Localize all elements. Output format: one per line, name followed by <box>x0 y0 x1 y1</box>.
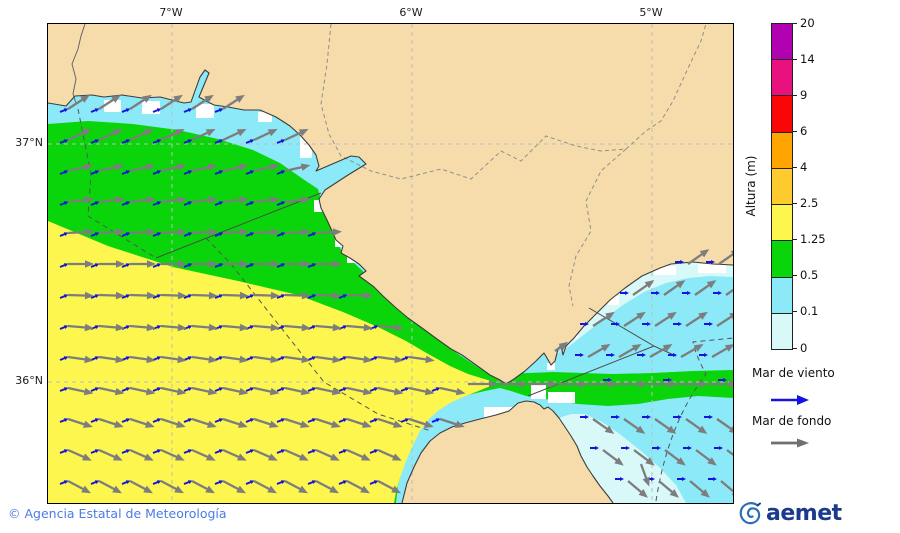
map-frame <box>47 23 734 504</box>
colorbar-segment <box>772 131 792 168</box>
colorbar-tickmark <box>792 347 797 349</box>
colorbar-tick-label: 2.5 <box>800 196 819 211</box>
colorbar-tickmark <box>792 203 797 205</box>
colorbar-tick-label: 0.5 <box>800 268 819 283</box>
legend-swell-label: Mar de fondo <box>752 414 832 428</box>
colorbar-segment <box>772 204 792 241</box>
province-boundaries <box>320 24 707 307</box>
colorbar-tick-label: 14 <box>800 51 815 66</box>
no-data-cell <box>484 407 514 417</box>
latitude-label-36n: 36°N <box>15 374 43 387</box>
colorbar-ticks: 20 14 9 6 4 2.5 1.25 0.5 0.1 0 <box>771 16 831 355</box>
maritime-boundaries-solid <box>155 192 677 397</box>
colorbar-segment <box>772 95 792 132</box>
colorbar-tickmark <box>792 166 797 168</box>
no-data-cell <box>608 296 619 305</box>
colorbar-tickmark <box>792 275 797 277</box>
swell-arrow-icon <box>771 438 809 448</box>
colorbar-segment <box>772 240 792 277</box>
colorbar-tick-label: 20 <box>800 15 815 30</box>
aemet-logo-icon <box>739 502 761 525</box>
colorbar-tickmark <box>792 58 797 60</box>
no-data-cell <box>548 392 575 403</box>
no-data-cell <box>258 112 272 122</box>
graticule <box>48 24 733 503</box>
copyright-text: © Agencia Estatal de Meteorología <box>8 506 227 521</box>
longitude-label-7w: 7°W <box>159 6 183 19</box>
no-data-cell <box>196 104 214 118</box>
aemet-logo: aemet <box>736 499 842 527</box>
colorbar-tick-label: 4 <box>800 159 808 174</box>
map-canvas <box>48 24 733 503</box>
aemet-logo-text: aemet <box>766 500 842 526</box>
legend-wind-sea-label: Mar de viento <box>752 366 835 380</box>
no-data-cell <box>314 200 322 212</box>
colorbar-tickmark <box>792 130 797 132</box>
colorbar-tickmark <box>792 239 797 241</box>
colorbar-segment <box>772 24 792 60</box>
no-data-cell <box>654 266 676 275</box>
colorbar <box>771 23 793 350</box>
colorbar-segment <box>772 276 792 313</box>
longitude-label-5w: 5°W <box>639 6 663 19</box>
colorbar-tick-label: 0.1 <box>800 304 819 319</box>
colorbar-tick-label: 0 <box>800 340 808 355</box>
latitude-label-37n: 37°N <box>15 136 43 149</box>
colorbar-tick-label: 6 <box>800 123 808 138</box>
no-data-cell <box>698 264 726 273</box>
longitude-label-6w: 6°W <box>399 6 423 19</box>
wind-sea-arrow-icon <box>771 395 809 405</box>
colorbar-segment <box>772 312 792 349</box>
colorbar-tickmark <box>792 311 797 313</box>
colorbar-segment <box>772 167 792 205</box>
colorbar-title: Altura (m) <box>744 155 758 217</box>
colorbar-tickmark <box>792 22 797 24</box>
swell-arrows <box>67 94 733 498</box>
colorbar-segment <box>772 59 792 96</box>
no-data-cell <box>142 101 160 114</box>
no-data-cell <box>104 100 121 112</box>
wave-zone-pale-southeast <box>559 414 686 503</box>
colorbar-tickmark <box>792 94 797 96</box>
colorbar-tick-label: 1.25 <box>800 232 826 247</box>
wind-sea-arrows <box>59 108 727 485</box>
country-border <box>71 24 86 104</box>
no-data-cell <box>547 363 555 370</box>
colorbar-tick-label: 9 <box>800 87 808 102</box>
